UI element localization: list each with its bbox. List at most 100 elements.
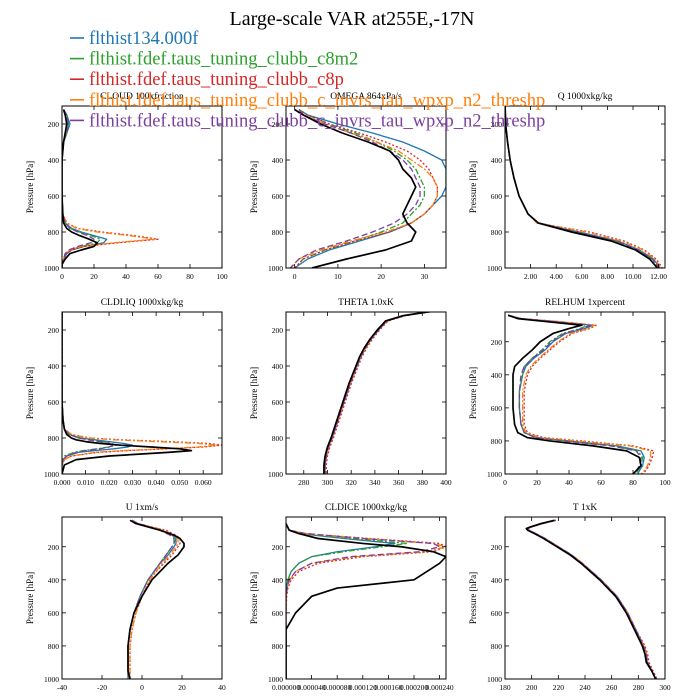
x-tick-label: 10.00 xyxy=(625,272,642,281)
series-line-5 xyxy=(527,519,657,679)
series-line-5 xyxy=(62,109,95,268)
panel-7: U 1xm/s Pressure [hPa] -40 -20 0 20 40 200 400 60… xyxy=(25,503,226,692)
y-tick-label: 800 xyxy=(491,437,503,446)
y-tick-label: 600 xyxy=(491,404,503,413)
series-line-5 xyxy=(324,312,435,474)
y-axis-label: Pressure [hPa] xyxy=(468,572,478,624)
series-line-1 xyxy=(527,519,657,679)
series-line-4 xyxy=(527,519,657,679)
x-tick-label: 0.010 xyxy=(77,478,94,487)
y-tick-label: 600 xyxy=(272,192,284,201)
series-group xyxy=(525,519,658,679)
series-line-4 xyxy=(286,523,446,679)
x-tick-label: 0.040 xyxy=(148,478,165,487)
panel-5: THETA 1.0xK Pressure [hPa] 280 300 320 340 360… xyxy=(249,298,452,487)
y-tick-label: 200 xyxy=(491,338,503,347)
y-tick-label: 600 xyxy=(48,192,60,201)
x-tick-label: 0 xyxy=(60,272,64,281)
x-tick-label: 0.060 xyxy=(195,478,212,487)
legend: flthist134.000fflthist.fdef.taus_tuning_… xyxy=(70,29,545,131)
x-tick-label: 380 xyxy=(417,478,429,487)
x-tick-label: 40 xyxy=(565,478,573,487)
legend-entry-3: flthist.fdef.taus_tuning_clubb_c8p xyxy=(70,70,344,90)
x-tick-label: 80 xyxy=(186,272,194,281)
plot-frame xyxy=(504,311,666,475)
y-tick-label: 600 xyxy=(48,398,60,407)
x-tick-label: 0.030 xyxy=(124,478,141,487)
x-tick-label: 280 xyxy=(298,478,310,487)
reference-line xyxy=(505,106,658,268)
series-line-2 xyxy=(286,523,409,679)
series-line-1 xyxy=(62,312,134,474)
legend-entry-4: flthist.fdef.taus_tuning_clubb_c_invrs_t… xyxy=(70,91,545,111)
reference-line xyxy=(294,108,417,268)
y-axis-label: Pressure [hPa] xyxy=(468,367,478,419)
series-line-1 xyxy=(286,523,396,679)
panel-title: CLOUD 100xfraction xyxy=(100,91,184,102)
reference-line xyxy=(525,519,657,679)
plot-frame xyxy=(61,311,223,475)
panel-title: OMEGA 864xPa/s xyxy=(330,92,402,102)
panel-6: RELHUM 1xpercent Pressure [hPa] 0 20 40 60 80 1… xyxy=(468,298,671,487)
x-tick-label: 0.000200 xyxy=(400,683,428,692)
reference-line xyxy=(62,312,193,474)
x-tick-label: 2.00 xyxy=(524,272,537,281)
x-tick-label: 0.000240 xyxy=(426,683,454,692)
x-tick-label: 200 xyxy=(526,683,538,692)
series-line-4 xyxy=(62,312,218,474)
x-tick-label: -40 xyxy=(57,683,67,692)
y-axis-label: Pressure [hPa] xyxy=(249,572,259,624)
legend-label: flthist.fdef.taus_tuning_clubb_c8m2 xyxy=(89,50,358,70)
legend-label: flthist.fdef.taus_tuning_clubb_c8p xyxy=(89,70,344,90)
y-tick-label: 800 xyxy=(272,642,284,651)
x-tick-label: 12.00 xyxy=(650,272,667,281)
y-tick-label: 400 xyxy=(48,576,60,585)
series-group xyxy=(62,109,159,268)
series-line-4 xyxy=(129,519,179,679)
series-line-4 xyxy=(324,312,435,474)
series-line-5 xyxy=(289,109,421,268)
series-line-1 xyxy=(127,519,177,679)
x-tick-label: 0 xyxy=(140,683,144,692)
y-tick-label: 1000 xyxy=(487,264,502,273)
x-tick-label: 220 xyxy=(553,683,565,692)
y-tick-label: 600 xyxy=(272,609,284,618)
y-tick-label: 200 xyxy=(48,543,60,552)
x-tick-label: 80 xyxy=(629,478,637,487)
x-tick-label: 0.000040 xyxy=(298,683,326,692)
x-tick-label: 100 xyxy=(216,272,228,281)
series-line-3 xyxy=(62,312,222,474)
series-group xyxy=(62,312,222,474)
series-line-5 xyxy=(508,314,642,474)
x-tick-label: 180 xyxy=(499,683,511,692)
series-line-1 xyxy=(294,109,446,268)
x-tick-label: 400 xyxy=(440,478,452,487)
x-tick-label: -20 xyxy=(97,683,107,692)
x-tick-label: 20 xyxy=(377,272,385,281)
y-tick-label: 200 xyxy=(491,543,503,552)
plot-frame xyxy=(285,516,447,680)
y-tick-label: 800 xyxy=(48,434,60,443)
series-line-3 xyxy=(527,519,658,679)
x-tick-label: 10 xyxy=(334,272,342,281)
y-tick-label: 200 xyxy=(48,326,60,335)
x-tick-label: 8.00 xyxy=(601,272,614,281)
y-tick-label: 200 xyxy=(491,120,503,129)
y-tick-label: 400 xyxy=(491,576,503,585)
reference-line xyxy=(286,523,446,679)
series-line-2 xyxy=(527,519,657,679)
x-tick-label: 0.000 xyxy=(54,478,71,487)
y-tick-label: 400 xyxy=(48,362,60,371)
plot-frame xyxy=(61,105,223,269)
x-tick-label: 240 xyxy=(579,683,591,692)
y-tick-label: 800 xyxy=(48,642,60,651)
y-tick-label: 1000 xyxy=(44,470,59,479)
legend-entry-2: flthist.fdef.taus_tuning_clubb_c8m2 xyxy=(70,50,358,70)
x-tick-label: 60 xyxy=(597,478,605,487)
reference-line xyxy=(127,519,185,679)
y-tick-label: 1000 xyxy=(487,470,502,479)
series-group xyxy=(323,312,437,474)
x-tick-label: 360 xyxy=(393,478,405,487)
y-axis-label: Pressure [hPa] xyxy=(249,367,259,419)
